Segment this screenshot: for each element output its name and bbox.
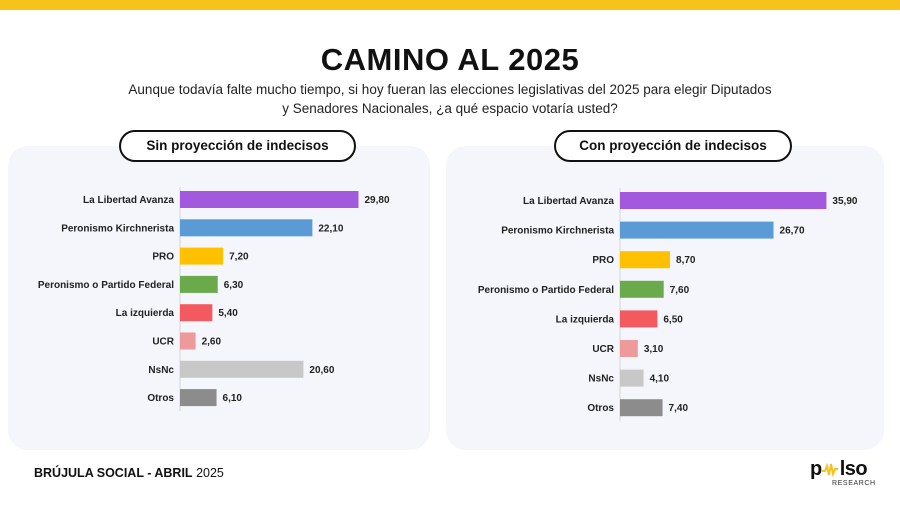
- footer-year: 2025: [196, 466, 224, 480]
- bar-left-3: [180, 275, 218, 293]
- pulso-logo: p lso RESEARCH: [810, 458, 890, 492]
- pulse-wave-icon: [822, 463, 838, 477]
- category-label-left-3: Peronismo o Partido Federal: [38, 280, 174, 291]
- value-label-right-6: 4,10: [650, 374, 670, 385]
- bar-right-1: [620, 221, 774, 239]
- footer-label-bold: BRÚJULA SOCIAL - ABRIL: [34, 466, 193, 480]
- bar-right-4: [620, 310, 658, 328]
- bar-left-4: [180, 304, 213, 322]
- value-label-left-0: 29,80: [365, 195, 390, 206]
- value-label-right-0: 35,90: [832, 196, 857, 207]
- category-label-right-3: Peronismo o Partido Federal: [478, 285, 614, 296]
- bar-right-5: [620, 340, 638, 357]
- category-label-right-7: Otros: [587, 403, 614, 414]
- category-label-left-4: La izquierda: [116, 308, 175, 319]
- category-label-left-2: PRO: [152, 252, 174, 263]
- value-label-right-1: 26,70: [780, 226, 805, 237]
- category-label-right-2: PRO: [592, 255, 614, 266]
- page-title: CAMINO AL 2025: [320, 42, 580, 77]
- logo-subtitle: RESEARCH: [832, 480, 876, 487]
- category-label-right-6: NsNc: [588, 374, 614, 385]
- bar-right-3: [620, 280, 664, 298]
- bar-left-7: [180, 389, 217, 407]
- chart-title-right: Con proyección de indecisos: [554, 130, 792, 162]
- bar-left-5: [180, 332, 196, 350]
- footer-label: BRÚJULA SOCIAL - ABRIL 2025: [34, 466, 224, 480]
- value-label-right-2: 8,70: [676, 255, 696, 266]
- category-label-right-0: La Libertad Avanza: [523, 196, 614, 207]
- bar-left-0: [180, 191, 359, 208]
- bar-left-6: [180, 360, 304, 378]
- category-label-right-5: UCR: [592, 344, 614, 355]
- category-label-left-1: Peronismo Kirchnerista: [61, 223, 174, 234]
- value-label-right-4: 6,50: [663, 314, 683, 325]
- value-label-right-5: 3,10: [644, 344, 664, 355]
- category-label-right-4: La izquierda: [556, 314, 615, 325]
- chart-title-left: Sin proyección de indecisos: [119, 130, 356, 162]
- value-label-right-3: 7,60: [670, 285, 690, 296]
- subtitle-line-1: Aunque todavía falte mucho tiempo, si ho…: [128, 82, 772, 97]
- category-label-left-5: UCR: [152, 337, 174, 348]
- bar-right-7: [620, 399, 663, 417]
- value-label-left-1: 22,10: [318, 223, 343, 234]
- logo-wordmark: p lso: [810, 458, 868, 480]
- value-label-left-4: 5,40: [218, 308, 238, 319]
- top-accent-bar: [0, 0, 900, 10]
- bar-right-2: [620, 251, 671, 269]
- subtitle-line-2: y Senadores Nacionales, ¿a qué espacio v…: [282, 101, 618, 116]
- value-label-left-5: 2,60: [202, 337, 222, 348]
- page-subtitle: Aunque todavía falte mucho tiempo, si ho…: [100, 80, 800, 118]
- bar-right-6: [620, 369, 644, 387]
- bar-left-2: [180, 247, 224, 265]
- bar-right-0: [620, 192, 827, 209]
- value-label-right-7: 7,40: [669, 403, 689, 414]
- category-label-left-0: La Libertad Avanza: [83, 195, 174, 206]
- category-label-left-6: NsNc: [148, 365, 174, 376]
- category-label-right-1: Peronismo Kirchnerista: [501, 226, 614, 237]
- value-label-left-3: 6,30: [224, 280, 244, 291]
- value-label-left-6: 20,60: [309, 365, 334, 376]
- value-label-left-7: 6,10: [223, 393, 243, 404]
- value-label-left-2: 7,20: [229, 252, 249, 263]
- bar-left-1: [180, 219, 313, 237]
- category-label-left-7: Otros: [147, 393, 174, 404]
